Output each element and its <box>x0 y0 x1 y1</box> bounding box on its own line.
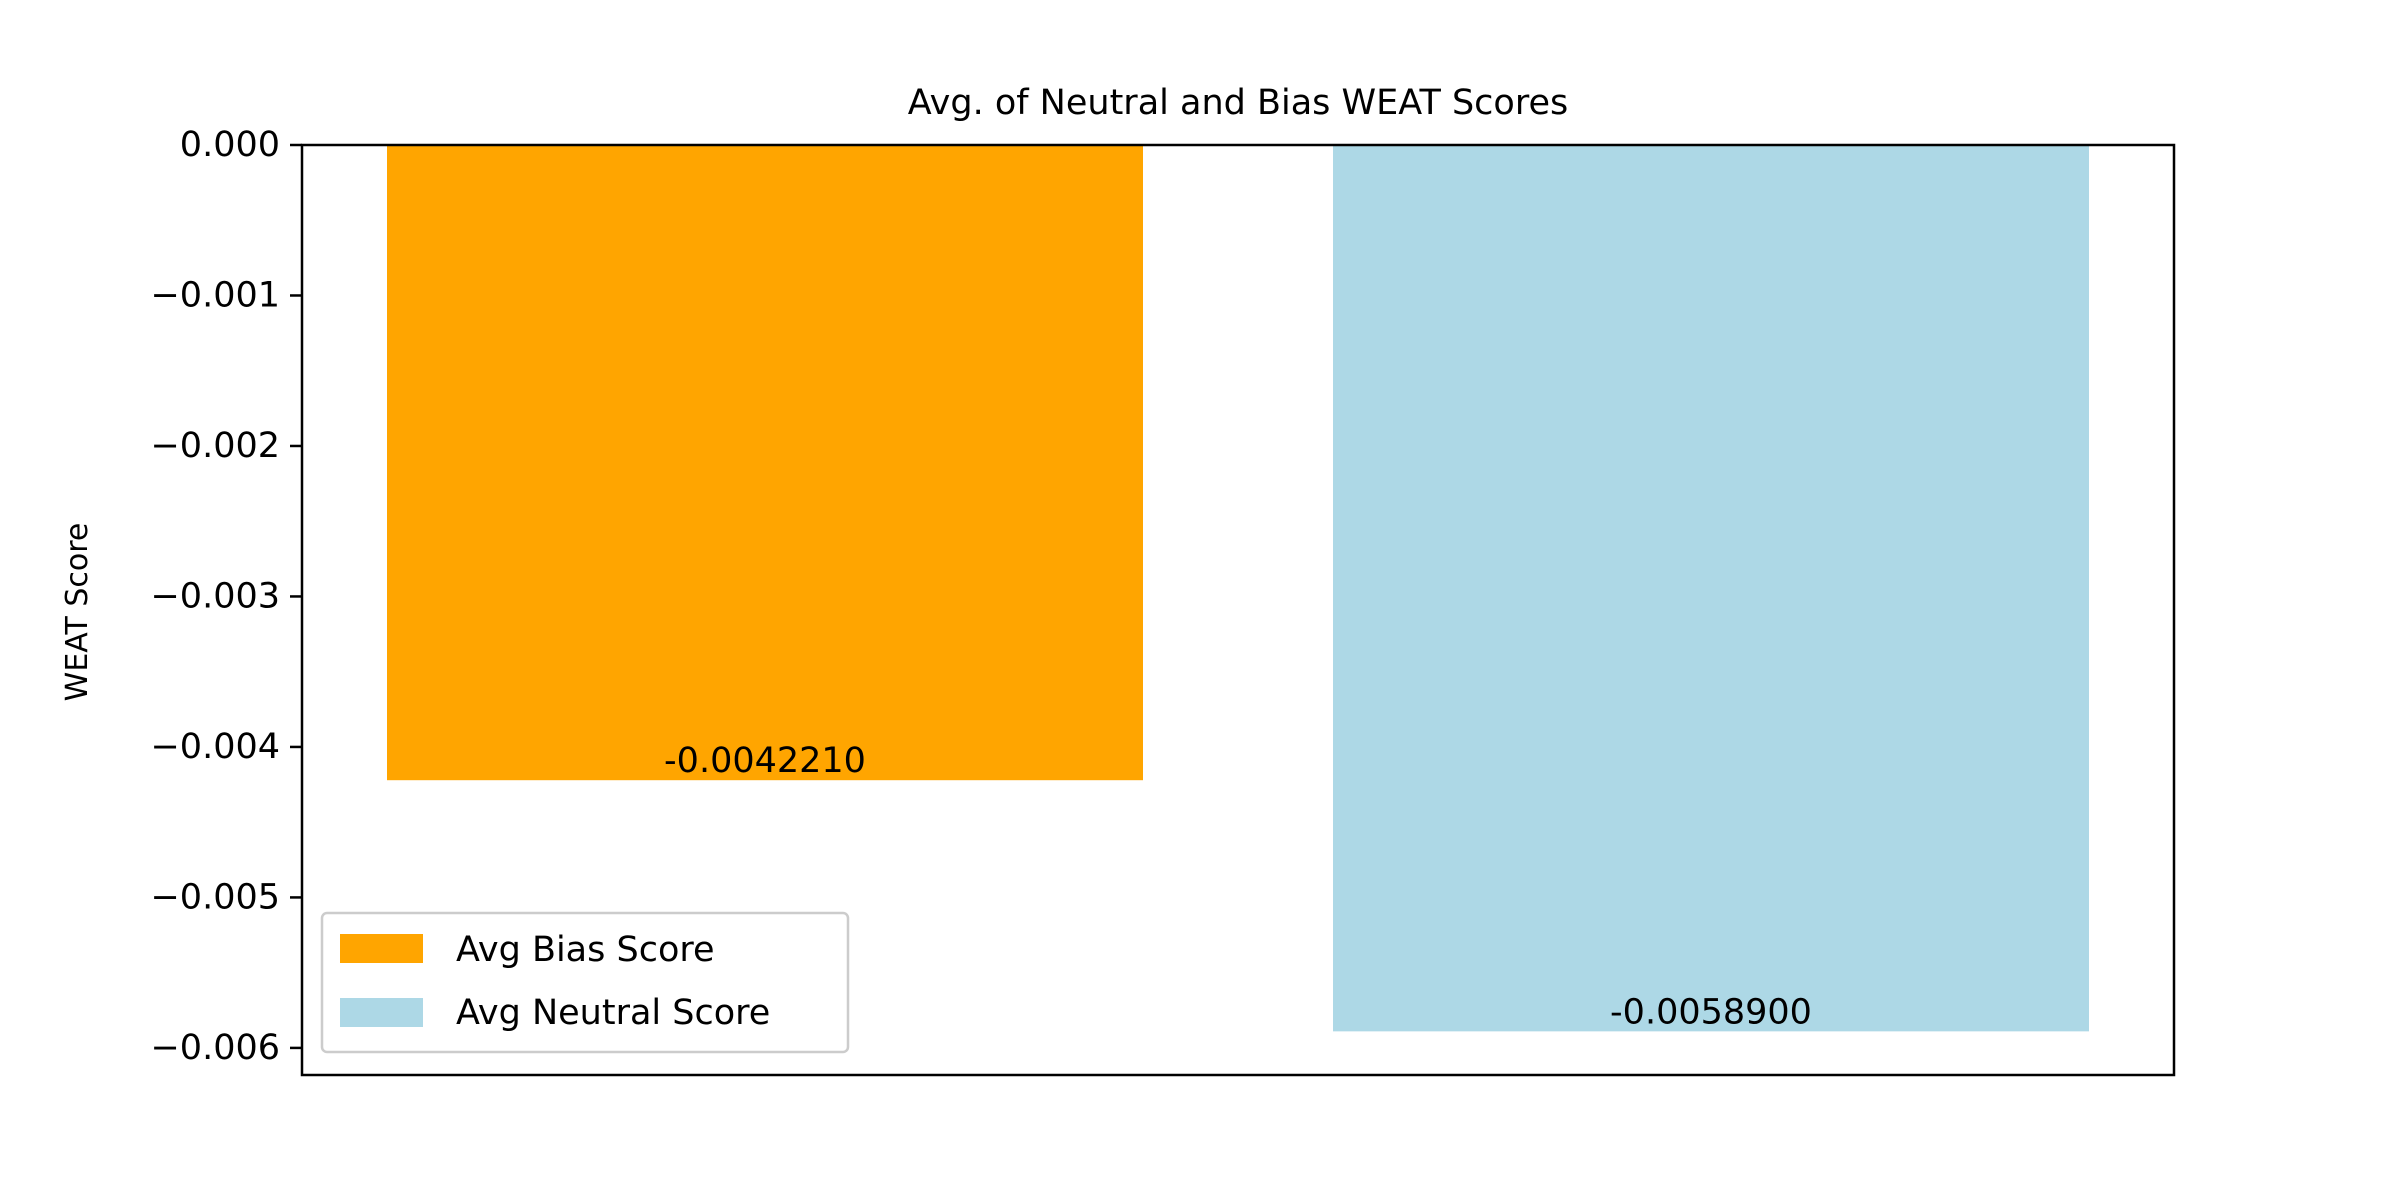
y-tick-label: 0.000 <box>180 125 280 165</box>
y-tick-label: −0.003 <box>150 576 280 616</box>
bar-bias <box>387 145 1143 781</box>
legend: Avg Bias Score Avg Neutral Score <box>320 911 850 1054</box>
legend-swatch-neutral <box>340 998 423 1027</box>
y-tick-label: −0.002 <box>150 426 280 466</box>
y-axis-label: WEAT Score <box>60 523 95 702</box>
bar-labels-group: -0.0042210 -0.0058900 <box>664 741 1812 1032</box>
y-tick-label: −0.006 <box>150 1028 280 1068</box>
y-axis-ticks: 0.000 −0.001 −0.002 −0.003 −0.004 −0.005 −0.00… <box>150 125 302 1068</box>
bar-value-label: -0.0042210 <box>664 741 866 781</box>
bar-neutral <box>1333 145 2089 1032</box>
chart-title: Avg. of Neutral and Bias WEAT Scores <box>908 83 1568 123</box>
bar-value-label: -0.0058900 <box>1610 992 1812 1032</box>
legend-swatch-bias <box>340 934 423 963</box>
legend-label-bias: Avg Bias Score <box>456 930 715 970</box>
legend-box <box>320 911 850 1054</box>
y-tick-label: −0.004 <box>150 727 280 767</box>
plot-frame <box>300 143 2176 1077</box>
bars-group <box>387 145 2089 1032</box>
legend-label-neutral: Avg Neutral Score <box>456 993 770 1033</box>
y-tick-label: −0.005 <box>150 877 280 917</box>
y-tick-label: −0.001 <box>150 275 280 315</box>
